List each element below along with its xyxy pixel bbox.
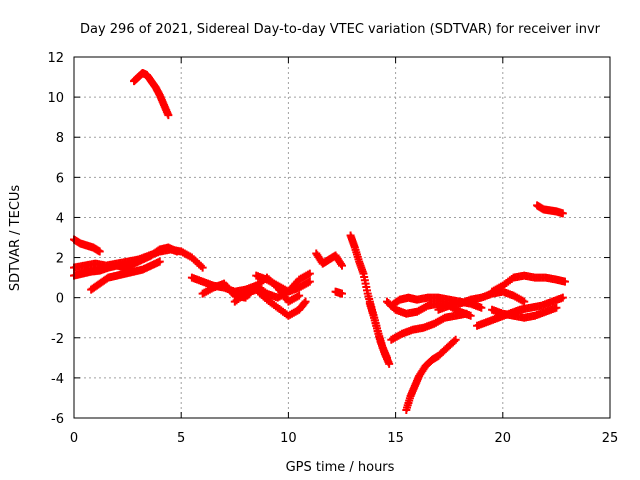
plot-frame — [73, 56, 611, 419]
x-tick-label: 20 — [495, 431, 512, 446]
data-point — [198, 263, 207, 272]
series-arc-22 — [488, 271, 569, 296]
series-arc-6 — [87, 257, 164, 294]
series-arc-17 — [387, 309, 471, 344]
x-axis-label: GPS time / hours — [286, 460, 395, 475]
y-tick-label: 10 — [47, 91, 64, 106]
x-tick-label: 15 — [387, 431, 404, 446]
data-point — [164, 111, 173, 120]
series-arc-18 — [402, 335, 460, 414]
y-tick-label: 4 — [56, 211, 64, 226]
x-tick-label: 25 — [602, 431, 619, 446]
data-point — [305, 277, 314, 286]
y-tick-label: -6 — [51, 412, 64, 427]
y-tick-label: -2 — [51, 332, 64, 347]
y-tick-label: 2 — [56, 252, 64, 267]
y-tick-label: 8 — [56, 131, 64, 146]
x-tick-label: 0 — [70, 431, 78, 446]
data-point — [560, 277, 569, 286]
y-axis-label: SDTVAR / TECUs — [8, 185, 23, 292]
data-point — [295, 291, 304, 300]
x-tick-label: 5 — [177, 431, 185, 446]
data-point — [558, 293, 567, 302]
y-tick-label: 0 — [56, 292, 64, 307]
data-point — [477, 303, 486, 312]
data-point — [95, 247, 104, 256]
series-arc-3 — [70, 235, 104, 256]
data-point — [462, 309, 471, 318]
y-tick-label: -4 — [51, 372, 64, 387]
data-point — [338, 289, 346, 298]
series-arc-2 — [533, 201, 567, 218]
data-points — [70, 69, 569, 414]
axis-ticks: 0 5 10 15 20 25 -6 -4 -2 0 2 4 6 8 10 12 — [47, 51, 618, 446]
series-arc-11 — [312, 249, 346, 270]
x-tick-label: 10 — [280, 431, 297, 446]
series-arc-12 — [331, 287, 346, 298]
data-point — [300, 299, 309, 308]
data-point — [383, 353, 392, 362]
data-point — [466, 311, 475, 320]
series-arc-10 — [252, 269, 314, 296]
data-point — [558, 209, 567, 218]
chart-title: Day 296 of 2021, Sidereal Day-to-day VTE… — [80, 22, 601, 37]
data-point — [451, 335, 460, 344]
data-point — [155, 257, 164, 266]
data-point — [552, 303, 561, 312]
data-point — [385, 359, 394, 368]
y-tick-label: 6 — [56, 171, 64, 186]
series-arc-1 — [130, 69, 173, 120]
series-arc-21 — [488, 303, 561, 322]
data-point — [450, 337, 459, 346]
series-arc-9 — [230, 285, 310, 320]
y-tick-label: 12 — [47, 51, 64, 66]
data-point — [305, 269, 314, 278]
data-point — [338, 261, 346, 270]
data-point — [301, 297, 310, 306]
data-point — [520, 297, 529, 306]
series-arc-14 — [365, 299, 392, 362]
data-point — [172, 247, 181, 256]
